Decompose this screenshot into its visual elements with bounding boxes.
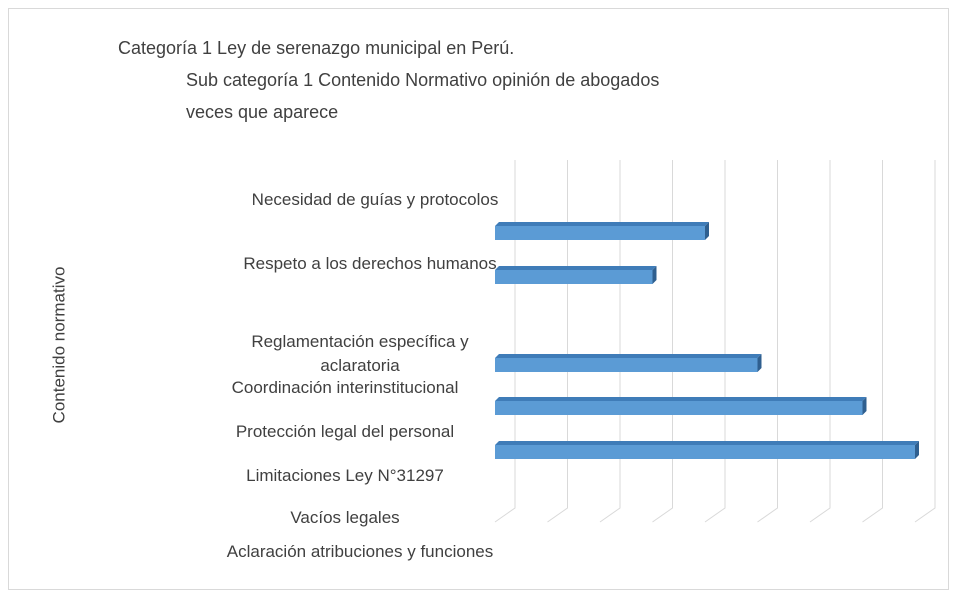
bar-front — [495, 226, 705, 240]
bar-front — [495, 270, 653, 284]
grid-line — [862, 160, 883, 523]
bar-side — [757, 354, 762, 372]
bar — [495, 222, 709, 240]
bar — [495, 266, 657, 284]
chart-subtitle: Sub categoría 1 Contenido Normativo opin… — [186, 70, 660, 90]
category-label: Necesidad de guías y protocolos — [251, 190, 499, 209]
category-label: Coordinación interinstitucional — [231, 378, 459, 397]
bar-side — [915, 441, 919, 459]
category-label: Aclaración atribuciones y funciones — [226, 542, 494, 561]
category-label: Vacíos legales — [290, 508, 400, 527]
grid-line — [757, 160, 778, 523]
grid-line — [704, 160, 726, 523]
chart-title: Categoría 1 Ley de serenazgo municipal e… — [118, 38, 515, 58]
bar-side — [705, 222, 709, 240]
grid-line — [599, 160, 621, 523]
series-name: veces que aparece — [186, 102, 339, 122]
bar-front — [495, 445, 915, 459]
bar-side — [862, 397, 867, 415]
bar-top — [495, 441, 919, 445]
category-label: Protección legal del personal — [235, 422, 455, 441]
bar — [495, 397, 867, 415]
grid-line — [652, 160, 673, 523]
bar-top — [495, 354, 762, 358]
category-label: Respeto a los derechos humanos — [243, 254, 497, 273]
bar — [495, 441, 919, 459]
chart-border — [8, 8, 949, 590]
bar-top — [495, 266, 657, 270]
category-label: Limitaciones Ley N°31297 — [246, 466, 444, 485]
bar-front — [495, 401, 863, 415]
y-axis-title: Contenido normativo — [49, 267, 68, 424]
bar-top — [495, 222, 709, 226]
bar-front — [495, 358, 758, 372]
category-label: Reglamentación específica y aclaratoria — [251, 332, 469, 375]
bar-side — [652, 266, 657, 284]
bar — [495, 354, 762, 372]
bar-top — [495, 397, 867, 401]
grid-line — [547, 160, 568, 523]
grid-line — [914, 160, 936, 523]
grid-line — [809, 160, 831, 523]
